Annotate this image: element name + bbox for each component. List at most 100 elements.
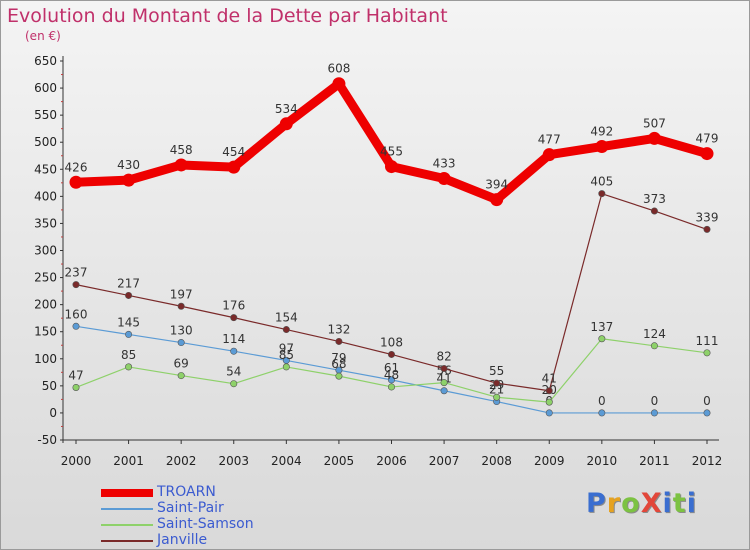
data-label-troarn-2009: 477 xyxy=(538,133,561,147)
x-tick-label-2005: 2005 xyxy=(324,454,355,468)
data-label-saint-samson-2002: 69 xyxy=(174,357,189,371)
data-label-troarn-2000: 426 xyxy=(65,160,88,174)
point-janville-2002 xyxy=(177,302,185,310)
data-label-saint-pair-2000: 160 xyxy=(65,307,88,321)
point-saint-samson-2006 xyxy=(387,383,395,391)
data-label-troarn-2012: 479 xyxy=(696,132,719,146)
chart-unit-label: (en €) xyxy=(25,29,61,43)
legend-label-janville: Janville xyxy=(157,532,208,548)
point-saint-pair-2003 xyxy=(230,347,238,355)
point-janville-2008 xyxy=(493,379,501,387)
data-label-saint-samson-2004: 85 xyxy=(279,348,294,362)
x-tick-label-2003: 2003 xyxy=(218,454,249,468)
data-label-troarn-2001: 430 xyxy=(117,158,140,172)
point-troarn-2011 xyxy=(647,131,661,145)
data-label-troarn-2003: 454 xyxy=(222,145,245,159)
data-label-janville-2011: 373 xyxy=(643,192,666,206)
point-saint-samson-2002 xyxy=(177,372,185,380)
point-janville-2001 xyxy=(125,291,133,299)
point-saint-samson-2009 xyxy=(545,398,553,406)
chart-title: Evolution du Montant de la Dette par Hab… xyxy=(7,5,448,27)
data-label-troarn-2004: 534 xyxy=(275,102,298,116)
data-label-saint-samson-2006: 48 xyxy=(384,368,399,382)
data-label-troarn-2002: 458 xyxy=(170,143,193,157)
point-saint-pair-2007 xyxy=(440,387,448,395)
data-label-saint-samson-2012: 111 xyxy=(696,334,719,348)
legend-swatch-janville xyxy=(101,540,153,542)
point-saint-samson-2011 xyxy=(650,342,658,350)
data-label-troarn-2011: 507 xyxy=(643,116,666,130)
point-troarn-2008 xyxy=(490,193,504,207)
point-janville-2006 xyxy=(387,350,395,358)
data-label-janville-2004: 154 xyxy=(275,311,298,325)
y-tick-label: 600 xyxy=(34,81,57,95)
data-label-saint-pair-2003: 114 xyxy=(222,332,245,346)
legend-label-troarn: TROARN xyxy=(157,484,216,500)
series-troarn: 426 430 458 454 534 608 455 433 394 477 492 507 479 xyxy=(65,62,719,207)
point-saint-samson-2008 xyxy=(493,393,501,401)
point-saint-pair-2002 xyxy=(177,339,185,347)
point-janville-2004 xyxy=(282,326,290,334)
data-label-saint-samson-2010: 137 xyxy=(590,320,613,334)
data-label-janville-2006: 108 xyxy=(380,335,403,349)
data-label-troarn-2005: 608 xyxy=(327,62,350,76)
y-tick-label: 0 xyxy=(49,406,57,420)
data-label-saint-pair-2007: 41 xyxy=(436,372,451,386)
data-label-janville-2001: 217 xyxy=(117,276,140,290)
point-saint-samson-2001 xyxy=(125,363,133,371)
data-label-saint-pair-2006: 61 xyxy=(384,361,399,375)
point-saint-pair-2011 xyxy=(650,409,658,417)
data-label-janville-2007: 82 xyxy=(436,350,451,364)
series-janville: 237 217 197 176 154 132 108 82 55 41 405 373 339 xyxy=(65,175,718,395)
legend-swatch-troarn xyxy=(101,489,153,497)
point-saint-pair-2009 xyxy=(545,409,553,417)
y-tick-label: 400 xyxy=(34,189,57,203)
point-saint-samson-2000 xyxy=(72,383,80,391)
y-tick-label: 100 xyxy=(34,352,57,366)
y-tick-label: 250 xyxy=(34,271,57,285)
data-label-saint-samson-2003: 54 xyxy=(226,365,241,379)
data-label-janville-2000: 237 xyxy=(65,266,88,280)
x-tick-label-2010: 2010 xyxy=(587,454,618,468)
point-saint-samson-2007 xyxy=(440,379,448,387)
point-troarn-2004 xyxy=(279,117,293,131)
data-label-troarn-2008: 394 xyxy=(485,178,508,192)
x-tick-label-2009: 2009 xyxy=(534,454,565,468)
data-label-troarn-2007: 433 xyxy=(433,156,456,170)
series-saint-samson: 47856954856848562920137124111 xyxy=(68,320,718,406)
x-tick-label-2000: 2000 xyxy=(61,454,92,468)
legend-label-saint-samson: Saint-Samson xyxy=(157,516,254,532)
point-troarn-2003 xyxy=(227,160,241,174)
data-label-troarn-2006: 455 xyxy=(380,145,403,159)
point-janville-2007 xyxy=(440,365,448,373)
x-tick-label-2012: 2012 xyxy=(692,454,723,468)
legend-label-saint-pair: Saint-Pair xyxy=(157,500,224,516)
proxiti-logo: ProXiti xyxy=(586,488,697,519)
data-label-janville-2002: 197 xyxy=(170,287,193,301)
y-tick-label: -50 xyxy=(37,433,57,447)
data-label-saint-samson-2011: 124 xyxy=(643,327,666,341)
point-troarn-2010 xyxy=(595,140,609,154)
point-janville-2000 xyxy=(72,281,80,289)
point-janville-2009 xyxy=(545,387,553,395)
legend-swatch-saint-samson xyxy=(101,524,153,526)
data-label-saint-samson-2005: 68 xyxy=(331,357,346,371)
point-saint-samson-2003 xyxy=(230,380,238,388)
data-label-saint-samson-2001: 85 xyxy=(121,348,136,362)
x-tick-label-2011: 2011 xyxy=(639,454,670,468)
y-tick-label: 650 xyxy=(34,54,57,68)
point-saint-pair-2006 xyxy=(387,376,395,384)
x-tick-label-2001: 2001 xyxy=(113,454,144,468)
y-tick-label: 350 xyxy=(34,216,57,230)
point-troarn-2012 xyxy=(700,147,714,161)
data-label-janville-2005: 132 xyxy=(327,322,350,336)
data-label-saint-pair-2011: 0 xyxy=(651,394,659,408)
data-label-saint-samson-2000: 47 xyxy=(68,368,83,382)
data-label-saint-pair-2001: 145 xyxy=(117,315,140,329)
point-saint-pair-2012 xyxy=(703,409,711,417)
y-tick-label: 300 xyxy=(34,244,57,258)
series-saint-pair: 16014513011497796141210000 xyxy=(65,307,711,417)
data-label-saint-pair-2005: 79 xyxy=(331,351,346,365)
data-label-saint-pair-2002: 130 xyxy=(170,324,193,338)
